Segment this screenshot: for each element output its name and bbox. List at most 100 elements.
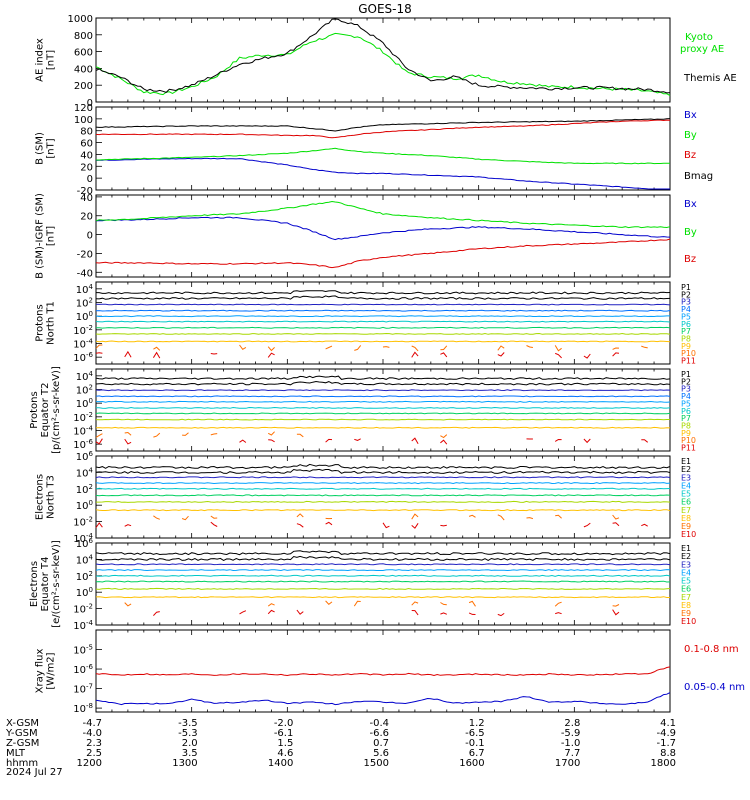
ephemeris-row-label: MLT — [6, 748, 26, 759]
ephemeris-value: 1200 — [77, 758, 102, 769]
panel-p2: Protons Equator T2 [p/(cm²-s-sr-keV)] 10410… — [29, 366, 696, 454]
panel-ae-ytick-label: 400 — [74, 64, 93, 75]
series-line-p2-p5 — [96, 400, 671, 403]
ephemeris-value: 1.2 — [469, 718, 485, 729]
panel-bsm-ytick-label: 120 — [74, 103, 93, 114]
series-line-p2-p11 — [124, 438, 132, 445]
legend-e4: E4 — [681, 481, 691, 490]
series-line-e2-e6 — [95, 580, 671, 583]
legend-bz: Bz — [684, 150, 696, 161]
series-line-p1-p10 — [497, 345, 505, 351]
legend-p4: P4 — [681, 305, 691, 314]
series-line-bigrf-bx — [95, 216, 671, 241]
series-line-p1-p10 — [267, 346, 275, 352]
series-line-e2-e9 — [468, 600, 476, 607]
series-line-e2-e9 — [554, 601, 562, 607]
series-line-e2-e8 — [95, 596, 670, 599]
ephemeris-value: -1.7 — [656, 738, 676, 749]
series-line-p2-p10 — [153, 432, 161, 438]
series-line-p1-p11 — [583, 353, 591, 359]
panel-ae-ytick-label: 600 — [74, 48, 93, 59]
series-line-p2-p11 — [354, 438, 361, 441]
panel-e1-ytick-label: 106 — [76, 450, 94, 463]
series-line-e1-e10 — [411, 523, 419, 529]
legend-p5: P5 — [681, 312, 691, 321]
legend-bz: Bz — [684, 254, 696, 265]
series-line-e1-e9 — [612, 514, 620, 520]
series-line-e2-e10 — [296, 609, 304, 615]
series-line-p2-p10 — [210, 433, 218, 436]
ephemeris-value: -0.1 — [465, 738, 485, 749]
series-line-e1-e1 — [95, 463, 671, 470]
panel-ae-ytick-label: 200 — [74, 81, 93, 92]
panel-e1: Electrons North T310610410210010-210-4E1E… — [35, 450, 697, 545]
panel-bsm-ytick-label: -20 — [77, 186, 93, 197]
series-line-e1-e3 — [95, 476, 671, 479]
series-line-e2-e7 — [95, 587, 671, 590]
series-line-p1-p11 — [440, 352, 448, 358]
legend-e2: E2 — [681, 465, 691, 474]
panel-xray-ytick-label: 10-7 — [73, 683, 93, 696]
legend-p3: P3 — [681, 385, 691, 394]
series-line-e1-e10 — [583, 522, 591, 528]
series-line-p2-p11 — [411, 437, 419, 444]
series-line-p2-p11 — [325, 438, 333, 443]
legend-p3: P3 — [681, 298, 691, 307]
series-line-p1-p10 — [382, 346, 390, 348]
panel-e1-ytick-label: 100 — [76, 499, 93, 512]
series-line-p2-p10 — [124, 431, 132, 436]
legend-kyoto-proxy-ae: proxy AE — [680, 44, 724, 55]
series-line-p1-p11 — [210, 353, 218, 355]
series-line-p2-p10 — [440, 434, 448, 439]
panel-e1-ytick-label: 10-4 — [73, 532, 93, 545]
series-line-p1-p10 — [411, 345, 419, 352]
series-line-bigrf-bz — [95, 238, 671, 269]
series-line-p1-p5 — [95, 315, 670, 318]
series-line-bsm-bx — [95, 157, 670, 190]
ephemeris-value: 1800 — [651, 758, 676, 769]
ephemeris-value: -1.0 — [561, 738, 581, 749]
panel-e2-ytick-label: 102 — [76, 570, 93, 583]
series-line-p1-p11 — [411, 351, 419, 358]
series-line-e1-e10 — [612, 522, 620, 527]
panel-e2: Electrons Equator T4 [e/(cm²-s-sr-keV)] 106… — [29, 537, 696, 632]
legend-e9: E9 — [681, 522, 691, 531]
series-line-p2-p10 — [267, 431, 275, 436]
panel-ae-ytick-label: 800 — [74, 31, 93, 42]
ephemeris-row-label: Z-GSM — [6, 738, 39, 749]
legend-p5: P5 — [681, 399, 691, 408]
series-line-e2-e9 — [440, 602, 447, 606]
ephemeris-value: 1400 — [268, 758, 293, 769]
series-line-p1-p10 — [239, 344, 247, 350]
legend-p7: P7 — [681, 327, 691, 336]
panel-bigrf-ytick-label: -40 — [77, 268, 93, 279]
panel-e1-ytick-label: 10-2 — [73, 516, 93, 529]
panel-bigrf-ytick-label: 20 — [80, 212, 93, 223]
panel-p1-ytick-label: 10-4 — [73, 338, 93, 351]
series-line-p2-p11 — [440, 439, 448, 445]
series-line-e2-e10 — [239, 610, 247, 615]
series-line-e2-e9 — [124, 602, 132, 607]
series-line-e1-e9 — [411, 513, 419, 520]
ephemeris-value: -5.9 — [561, 728, 581, 739]
panel-xray-ytick-label: 10-6 — [73, 663, 93, 676]
legend-p8: P8 — [681, 335, 691, 344]
series-line-e1-e7 — [96, 500, 671, 503]
date-label: 2024 Jul 27 — [6, 767, 63, 778]
panel-bsm-ytick-label: 100 — [74, 115, 93, 126]
panel-bigrf: B (SM)-IGRF (SM) [nT] -40 -20 0 20 40 Bx By Bz — [35, 193, 697, 279]
panel-e2-ylabel: Equator T4 — [40, 557, 51, 612]
series-line-p1-p6 — [95, 320, 671, 323]
legend-p1: P1 — [681, 283, 691, 292]
series-line-e2-e4 — [95, 569, 671, 572]
legend-p1: P1 — [681, 370, 691, 379]
series-line-e1-e9 — [181, 515, 189, 521]
legend-p11: P11 — [681, 357, 696, 366]
legend-kyoto-proxy-ae: Kyoto — [685, 32, 713, 43]
panel-p2-ytick-label: 10-2 — [73, 411, 93, 424]
panel-bsm-ylabel: [nT] — [46, 138, 57, 158]
series-line-p1-p2 — [95, 295, 671, 300]
series-line-e1-e10 — [325, 521, 333, 526]
